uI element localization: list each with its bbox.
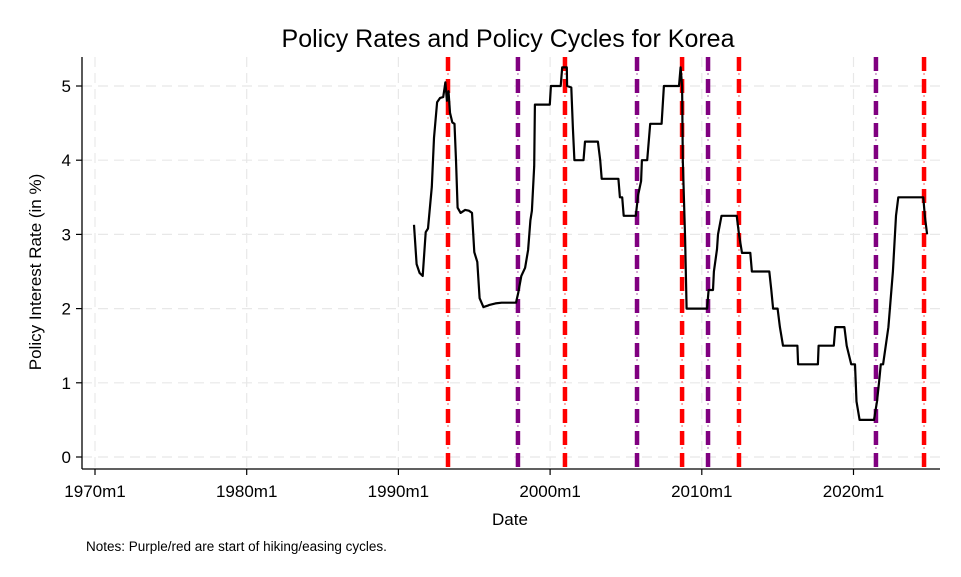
x-tick-label: 1990m1: [368, 482, 429, 501]
y-tick-label: 3: [62, 225, 71, 244]
x-tick-label: 2010m1: [671, 482, 732, 501]
y-ticks: 0 1 2 3 4 5: [62, 77, 82, 467]
series-group: [412, 66, 929, 421]
x-tick-label: 2000m1: [519, 482, 580, 501]
y-tick-label: 4: [62, 151, 71, 170]
y-tick-label: 1: [62, 374, 71, 393]
x-tick-label: 1970m1: [64, 482, 125, 501]
x-axis-title: Date: [492, 510, 528, 529]
cycle-lines: [445, 57, 927, 468]
chart-title: Policy Rates and Policy Cycles for Korea: [282, 25, 735, 53]
y-tick-label: 2: [62, 300, 71, 319]
axes: [81, 57, 940, 470]
x-ticks: 1970m1 1980m1 1990m1 2000m1 2010m1 2020m1: [64, 469, 884, 501]
gridlines: [82, 57, 940, 469]
y-axis-title: Policy Interest Rate (in %): [26, 174, 45, 371]
x-tick-label: 1980m1: [216, 482, 277, 501]
series-line-policy-rate: [412, 66, 929, 421]
y-tick-label: 0: [62, 448, 71, 467]
chart-note: Notes: Purple/red are start of hiking/ea…: [86, 539, 387, 554]
y-tick-label: 5: [62, 77, 71, 96]
x-tick-label: 2020m1: [823, 482, 884, 501]
